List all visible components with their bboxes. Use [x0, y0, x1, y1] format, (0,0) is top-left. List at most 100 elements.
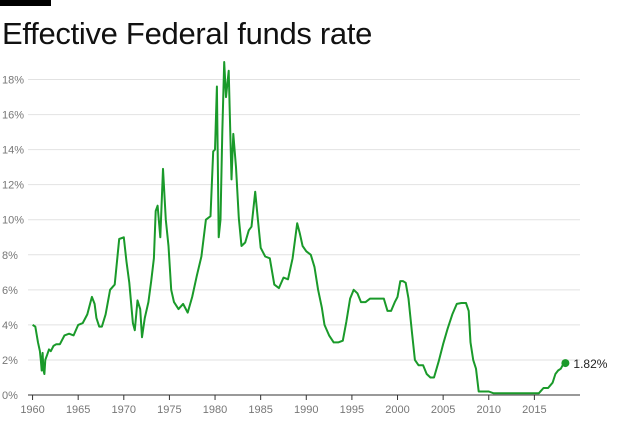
x-tick-label: 2005	[431, 404, 455, 416]
data-point	[228, 70, 230, 72]
data-point	[216, 86, 218, 88]
data-point	[547, 387, 549, 389]
data-point	[296, 222, 298, 224]
gridlines	[28, 79, 580, 361]
data-point	[173, 301, 175, 303]
data-point	[91, 296, 93, 298]
data-point	[87, 314, 89, 316]
data-point	[214, 149, 216, 151]
data-point	[139, 308, 141, 310]
data-point	[442, 343, 444, 345]
data-point	[433, 377, 435, 379]
data-point	[475, 368, 477, 370]
data-point	[292, 257, 294, 259]
y-tick-label: 6%	[2, 285, 18, 297]
data-point	[324, 324, 326, 326]
data-point	[235, 166, 237, 168]
data-point	[493, 392, 495, 394]
data-point	[260, 247, 262, 249]
data-point	[50, 350, 52, 352]
data-point	[68, 333, 70, 335]
data-point	[170, 289, 172, 291]
x-tick-label: 1980	[203, 404, 227, 416]
data-point	[283, 277, 285, 279]
data-point	[418, 364, 420, 366]
data-point	[39, 350, 41, 352]
data-point	[511, 392, 513, 394]
data-point	[182, 303, 184, 305]
data-point	[390, 310, 392, 312]
data-point	[45, 359, 47, 361]
data-point	[222, 131, 224, 133]
data-point	[357, 293, 359, 295]
y-tick-label: 8%	[2, 250, 18, 262]
data-point	[73, 335, 75, 337]
data-point	[411, 333, 413, 335]
data-point	[94, 303, 96, 305]
data-point	[278, 287, 280, 289]
data-point	[248, 229, 250, 231]
data-point	[529, 392, 531, 394]
data-point	[394, 301, 396, 303]
data-point	[456, 303, 458, 305]
data-point	[212, 151, 214, 153]
data-point	[123, 236, 125, 238]
y-tick-label: 16%	[2, 110, 24, 122]
data-point	[257, 219, 259, 221]
data-point	[37, 342, 39, 344]
data-point	[447, 328, 449, 330]
data-point	[41, 370, 43, 372]
data-point	[269, 257, 271, 259]
data-point	[430, 377, 432, 379]
y-axis-ticks: 0% 2% 4% 6% 8% 10% 12% 14% 16% 18%	[2, 75, 24, 402]
data-point	[451, 314, 453, 316]
data-point	[317, 289, 319, 291]
data-point	[191, 296, 193, 298]
data-point	[165, 219, 167, 221]
data-point	[201, 256, 203, 258]
data-point	[397, 296, 399, 298]
data-point	[126, 261, 128, 263]
data-point	[118, 238, 120, 240]
data-point	[333, 342, 335, 344]
series-line	[32, 61, 566, 395]
x-tick-label: 2000	[385, 404, 409, 416]
y-tick-label: 18%	[2, 75, 24, 87]
header-accent-bar	[0, 0, 51, 6]
data-point	[105, 314, 107, 316]
data-point	[48, 349, 50, 351]
data-point	[53, 345, 55, 347]
data-point	[205, 219, 207, 221]
data-point	[241, 245, 243, 247]
data-point	[77, 324, 79, 326]
data-point	[349, 298, 351, 300]
data-point	[383, 298, 385, 300]
chart-title: Effective Federal funds rate	[2, 16, 373, 51]
data-point	[502, 392, 504, 394]
data-point	[305, 250, 307, 252]
x-tick-label: 1970	[112, 404, 136, 416]
x-tick-label: 1985	[248, 404, 272, 416]
data-point	[178, 308, 180, 310]
data-point	[524, 392, 526, 394]
data-point	[144, 317, 146, 319]
data-point	[82, 322, 84, 324]
data-point	[310, 254, 312, 256]
data-point	[40, 359, 42, 361]
x-tick-label: 2010	[477, 404, 501, 416]
data-point	[187, 312, 189, 314]
data-point	[254, 191, 256, 193]
data-point	[478, 391, 480, 393]
x-tick-label: 2015	[522, 404, 546, 416]
y-tick-label: 2%	[2, 355, 18, 367]
x-tick-label: 1960	[20, 404, 44, 416]
data-point	[408, 298, 410, 300]
data-point	[225, 96, 227, 98]
data-point	[128, 282, 130, 284]
y-tick-label: 4%	[2, 320, 18, 332]
data-point	[137, 300, 139, 302]
end-value-label: 1.82%	[573, 357, 607, 371]
data-point	[244, 242, 246, 244]
data-point	[220, 219, 222, 221]
data-point	[96, 317, 98, 319]
